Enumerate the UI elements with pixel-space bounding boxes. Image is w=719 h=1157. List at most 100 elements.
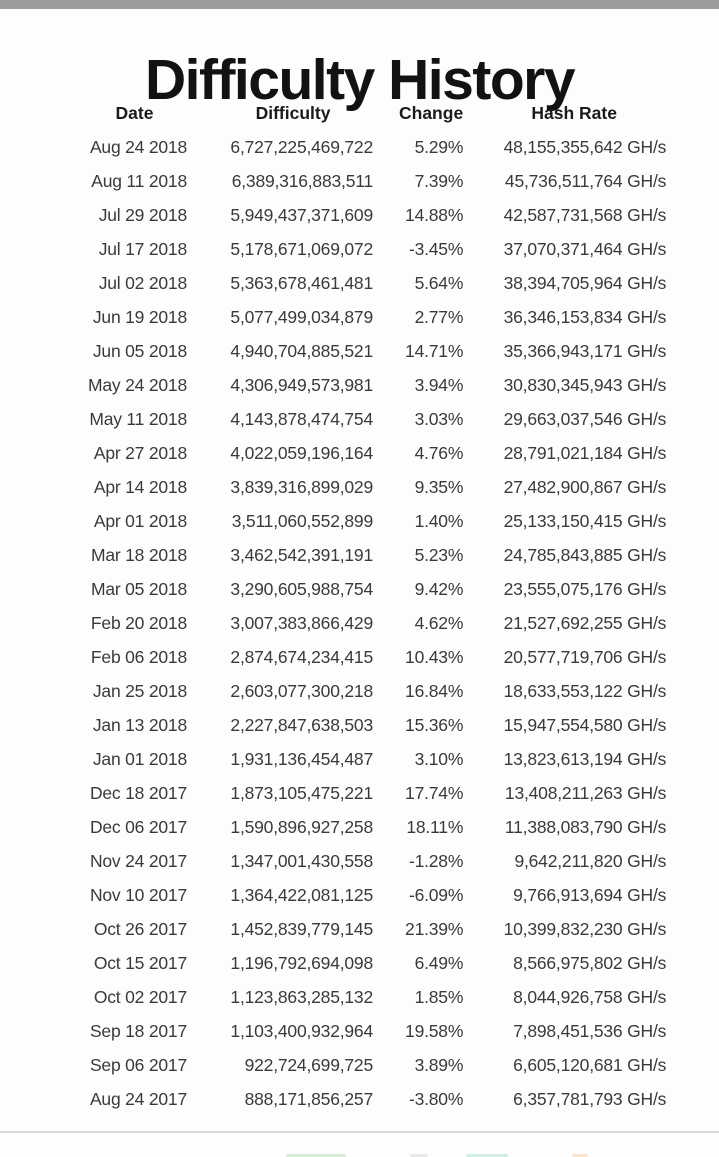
- cutoff-glyph-fragment: [286, 1154, 346, 1157]
- table-row: May 11 2018 4,143,878,474,754 3.03% 29,663,…: [62, 402, 666, 436]
- hash-rate-cell: 27,482,900,867 GH/s: [503, 476, 667, 497]
- table-row: Oct 02 2017 1,123,863,285,132 1.85% 8,044,9…: [62, 980, 667, 1014]
- change-cell: 9.35%: [414, 476, 464, 497]
- date-cell: Dec 18 2017: [89, 782, 187, 803]
- difficulty-cell: 922,724,699,725: [244, 1054, 374, 1075]
- difficulty-cell: 1,123,863,285,132: [230, 986, 373, 1007]
- date-cell: Apr 14 2018: [93, 476, 187, 497]
- difficulty-cell: 5,077,499,034,879: [230, 306, 373, 327]
- change-cell: 3.10%: [414, 748, 464, 769]
- difficulty-cell: 3,007,383,866,429: [230, 612, 373, 633]
- change-cell: 5.29%: [414, 136, 464, 157]
- change-cell: 19.58%: [405, 1020, 464, 1041]
- cutoff-glyph-fragment: [466, 1154, 508, 1157]
- difficulty-cell: 4,940,704,885,521: [230, 340, 373, 361]
- difficulty-cell: 3,290,605,988,754: [230, 578, 373, 599]
- change-cell: 9.42%: [414, 578, 464, 599]
- date-cell: Aug 11 2018: [91, 170, 187, 191]
- change-cell: 7.39%: [414, 170, 464, 191]
- hash-rate-cell: 8,044,926,758 GH/s: [513, 986, 667, 1007]
- hash-rate-cell: 13,823,613,194 GH/s: [503, 748, 667, 769]
- hash-rate-cell: 30,830,345,943 GH/s: [503, 374, 667, 395]
- date-cell: Aug 24 2017: [89, 1088, 187, 1109]
- hash-rate-cell: 20,577,719,706 GH/s: [503, 646, 667, 667]
- change-cell: 1.40%: [414, 510, 464, 531]
- table-row: Nov 24 2017 1,347,001,430,558 -1.28% 9,642,…: [62, 844, 666, 878]
- table-row: Apr 01 2018 3,511,060,552,899 1.40% 25,133,…: [62, 504, 667, 538]
- change-cell: 16.84%: [405, 680, 464, 701]
- hash-rate-cell: 9,642,211,820 GH/s: [514, 850, 667, 871]
- table-row: Feb 06 2018 2,874,674,234,415 10.43% 20,577…: [62, 640, 666, 674]
- hash-rate-cell: 13,408,211,263 GH/s: [504, 782, 667, 803]
- change-cell: 14.71%: [405, 340, 464, 361]
- table-row: Oct 26 2017 1,452,839,779,145 21.39% 10,399…: [62, 912, 667, 946]
- hash-rate-cell: 9,766,913,694 GH/s: [513, 884, 667, 905]
- change-cell: 18.11%: [406, 816, 464, 837]
- hash-rate-cell: 21,527,692,255 GH/s: [503, 612, 667, 633]
- hash-rate-cell: 35,366,943,171 GH/s: [503, 340, 667, 361]
- hash-rate-cell: 23,555,075,176 GH/s: [503, 578, 667, 599]
- difficulty-cell: 5,178,671,069,072: [230, 238, 373, 259]
- table-row: Jun 05 2018 4,940,704,885,521 14.71% 35,366…: [62, 334, 667, 368]
- status-bar: [0, 0, 719, 9]
- date-cell: Oct 26 2017: [93, 918, 187, 939]
- hash-rate-cell: 24,785,843,885 GH/s: [503, 544, 667, 565]
- difficulty-cell: 4,143,878,474,754: [230, 408, 373, 429]
- change-cell: 6.49%: [414, 952, 464, 973]
- difficulty-cell: 6,727,225,469,722: [230, 136, 373, 157]
- change-cell: 3.94%: [414, 374, 464, 395]
- change-cell: 4.62%: [414, 612, 464, 633]
- date-cell: Mar 18 2018: [90, 544, 187, 565]
- table-row: Dec 06 2017 1,590,896,927,258 18.11% 11,388…: [62, 810, 666, 844]
- table-row: Jan 01 2018 1,931,136,454,487 3.10% 13,823,…: [62, 742, 667, 776]
- table-row: Aug 24 2018 6,727,225,469,722 5.29% 48,155,…: [62, 130, 666, 164]
- change-cell: 1.85%: [414, 986, 464, 1007]
- change-cell: 17.74%: [405, 782, 464, 803]
- table-row: Mar 05 2018 3,290,605,988,754 9.42% 23,555,…: [62, 572, 666, 606]
- table-body: Aug 24 2018 6,727,225,469,722 5.29% 48,155,…: [62, 130, 666, 1116]
- date-cell: Oct 02 2017: [93, 986, 187, 1007]
- table-row: Oct 15 2017 1,196,792,694,098 6.49% 8,566,9…: [62, 946, 667, 980]
- hash-rate-cell: 7,898,451,536 GH/s: [513, 1020, 667, 1041]
- table-row: Dec 18 2017 1,873,105,475,221 17.74% 13,408…: [62, 776, 666, 810]
- hash-rate-cell: 8,566,975,802 GH/s: [513, 952, 667, 973]
- date-cell: Jul 29 2018: [98, 204, 187, 225]
- table-row: Aug 24 2017 888,171,856,257 -3.80% 6,357,78…: [62, 1082, 666, 1116]
- date-cell: Feb 20 2018: [90, 612, 187, 633]
- column-header-hash-rate: Hash Rate: [531, 102, 617, 123]
- date-cell: Feb 06 2018: [90, 646, 187, 667]
- difficulty-history-table: Date Difficulty Change Hash Rate Aug 24 201…: [62, 96, 666, 1116]
- date-cell: Dec 06 2017: [89, 816, 187, 837]
- difficulty-cell: 4,022,059,196,164: [230, 442, 373, 463]
- difficulty-cell: 1,196,792,694,098: [230, 952, 373, 973]
- difficulty-cell: 1,590,896,927,258: [230, 816, 373, 837]
- difficulty-cell: 2,874,674,234,415: [230, 646, 373, 667]
- hash-rate-cell: 37,070,371,464 GH/s: [503, 238, 667, 259]
- change-cell: 15.36%: [405, 714, 464, 735]
- date-cell: Jul 17 2018: [98, 238, 187, 259]
- date-cell: Oct 15 2017: [93, 952, 187, 973]
- hash-rate-cell: 29,663,037,546 GH/s: [503, 408, 667, 429]
- column-header-difficulty: Difficulty: [255, 102, 331, 123]
- difficulty-cell: 5,363,678,461,481: [230, 272, 373, 293]
- table-row: Jun 19 2018 5,077,499,034,879 2.77% 36,346,…: [62, 300, 667, 334]
- table-row: May 24 2018 4,306,949,573,981 3.94% 30,830,…: [62, 368, 666, 402]
- table-row: Jul 29 2018 5,949,437,371,609 14.88% 42,587…: [62, 198, 667, 232]
- date-cell: Nov 24 2017: [89, 850, 187, 871]
- date-cell: Sep 06 2017: [89, 1054, 187, 1075]
- table-row: Aug 11 2018 6,389,316,883,511 7.39% 45,736,…: [62, 164, 666, 198]
- change-cell: -3.45%: [408, 238, 464, 259]
- hash-rate-cell: 48,155,355,642 GH/s: [503, 136, 667, 157]
- difficulty-cell: 2,603,077,300,218: [230, 680, 373, 701]
- hash-rate-cell: 18,633,553,122 GH/s: [503, 680, 667, 701]
- difficulty-cell: 1,347,001,430,558: [230, 850, 373, 871]
- table-row: Feb 20 2018 3,007,383,866,429 4.62% 21,527,…: [62, 606, 666, 640]
- difficulty-cell: 1,364,422,081,125: [230, 884, 373, 905]
- change-cell: 14.88%: [405, 204, 464, 225]
- difficulty-cell: 3,839,316,899,029: [230, 476, 373, 497]
- difficulty-cell: 2,227,847,638,503: [230, 714, 373, 735]
- date-cell: Jun 19 2018: [92, 306, 187, 327]
- cutoff-content-hint: [0, 1153, 719, 1157]
- difficulty-cell: 3,511,060,552,899: [231, 510, 373, 531]
- date-cell: Jul 02 2018: [98, 272, 187, 293]
